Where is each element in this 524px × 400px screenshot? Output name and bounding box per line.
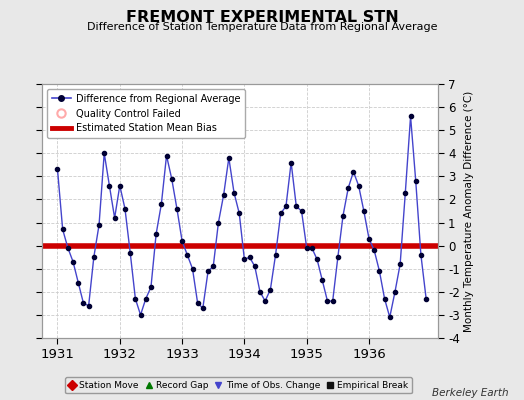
Y-axis label: Monthly Temperature Anomaly Difference (°C): Monthly Temperature Anomaly Difference (…	[464, 90, 474, 332]
Legend: Difference from Regional Average, Quality Control Failed, Estimated Station Mean: Difference from Regional Average, Qualit…	[47, 89, 245, 138]
Legend: Station Move, Record Gap, Time of Obs. Change, Empirical Break: Station Move, Record Gap, Time of Obs. C…	[65, 377, 412, 394]
Text: Berkeley Earth: Berkeley Earth	[432, 388, 508, 398]
Text: FREMONT EXPERIMENTAL STN: FREMONT EXPERIMENTAL STN	[126, 10, 398, 25]
Text: Difference of Station Temperature Data from Regional Average: Difference of Station Temperature Data f…	[87, 22, 437, 32]
